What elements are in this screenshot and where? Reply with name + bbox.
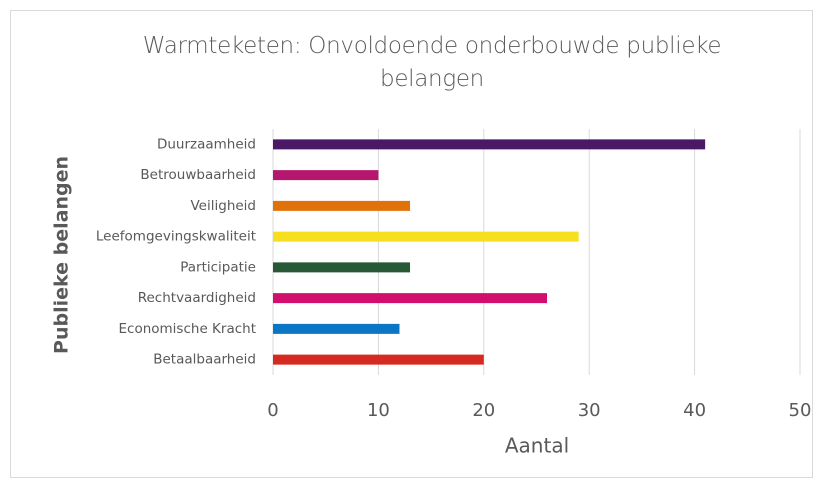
bar <box>273 231 579 242</box>
y-tick-label: Veiligheid <box>191 198 257 214</box>
bar <box>273 323 400 334</box>
x-tick-label: 0 <box>267 400 278 421</box>
x-tick-label: 20 <box>472 400 495 421</box>
bar <box>273 170 379 181</box>
bar <box>273 200 411 211</box>
x-tick-label: 50 <box>789 400 812 421</box>
bar <box>273 139 706 150</box>
chart-title: Warmteketen: Onvoldoende onderbouwde pub… <box>142 33 722 92</box>
y-tick-label: Economische Kracht <box>119 321 257 337</box>
x-tick-label: 10 <box>367 400 390 421</box>
bar <box>273 262 411 273</box>
x-tick-label: 40 <box>683 400 706 421</box>
y-tick-label: Participatie <box>180 259 256 275</box>
y-tick-label: Leefomgevingskwaliteit <box>96 229 256 245</box>
y-tick-label: Rechtvaardigheid <box>138 290 256 306</box>
bar <box>273 354 484 365</box>
bar <box>273 293 548 304</box>
x-axis-label: Aantal <box>505 434 569 458</box>
y-tick-label: Duurzaamheid <box>157 136 256 152</box>
y-tick-label: Betaalbaarheid <box>153 352 256 368</box>
chart-border <box>10 10 813 478</box>
x-tick-label: 30 <box>578 400 601 421</box>
y-tick-label: Betrouwbaarheid <box>140 167 256 183</box>
y-axis-label: Publieke belangen <box>51 156 73 354</box>
